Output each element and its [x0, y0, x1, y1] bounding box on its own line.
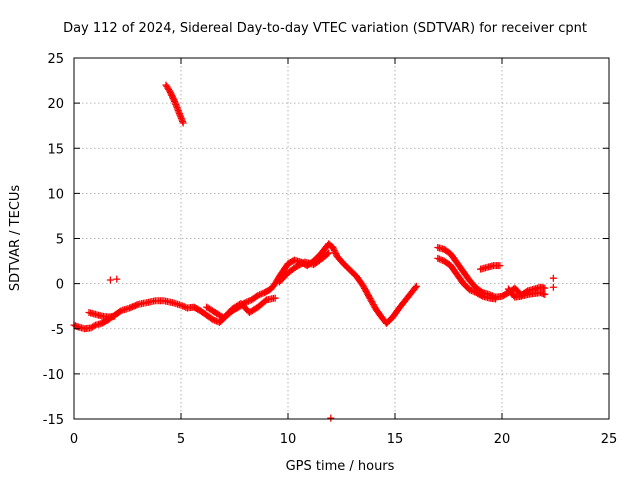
marker-segment-19-20h — [496, 262, 504, 270]
y-axis-title: SDTVAR / TECUs — [8, 185, 23, 292]
marker-track-10-12h — [325, 249, 333, 257]
y-tick-label: 5 — [56, 233, 64, 248]
marker-main-track — [244, 297, 252, 305]
x-axis-title: GPS time / hours — [286, 459, 395, 474]
marker-main-track — [90, 322, 98, 330]
data-marks — [70, 81, 557, 422]
marker-main-track — [256, 291, 264, 299]
x-tick-labels: 0 5 10 15 20 25 — [70, 432, 617, 447]
marker-track-6-10h — [271, 294, 279, 302]
marker-segment-17-20h — [469, 287, 477, 295]
marker-segment-18-22h — [541, 284, 549, 292]
marker-main-track — [331, 248, 339, 256]
marker-segment-17-20h — [434, 254, 442, 262]
marker-main-track — [329, 244, 337, 252]
marker-main-track — [179, 302, 187, 310]
marker-main-track — [332, 250, 340, 258]
marker-isolated-points — [549, 283, 557, 291]
marker-main-track — [411, 284, 419, 292]
x-tick-label: 20 — [494, 432, 511, 447]
marker-segment-20-22h — [541, 290, 549, 298]
y-tick-label: 25 — [47, 52, 64, 67]
x-tick-label: 15 — [387, 432, 404, 447]
marker-segment-4-5h-high — [179, 119, 187, 127]
y-tick-label: 15 — [47, 142, 64, 157]
marker-main-track — [211, 316, 219, 324]
y-tick-label: 10 — [47, 187, 64, 202]
y-tick-labels: -15 -10 -5 0 5 10 15 20 25 — [43, 52, 64, 428]
marker-main-track — [254, 291, 262, 299]
marker-main-track — [330, 247, 338, 255]
marker-isolated-points — [327, 414, 335, 422]
marker-track-0-2h — [111, 312, 119, 320]
y-tick-label: -15 — [43, 413, 64, 428]
x-tick-label: 5 — [177, 432, 185, 447]
marker-main-track — [180, 303, 188, 311]
marker-segment-4-5h-high — [168, 91, 176, 99]
marker-isolated-points — [549, 274, 557, 282]
marker-segment-4-5h-high — [169, 94, 177, 102]
marker-main-track — [116, 308, 124, 316]
marker-main-track — [243, 298, 251, 306]
marker-segment-4-5h-high — [166, 88, 174, 96]
marker-segment-4-5h-high — [170, 96, 178, 104]
marker-segment-4-5h-high — [168, 93, 176, 101]
marker-segment-17-20h — [466, 286, 474, 294]
ticks — [73, 57, 610, 420]
marker-isolated-points — [106, 276, 114, 284]
y-tick-label: -5 — [51, 323, 64, 338]
x-tick-label: 25 — [601, 432, 618, 447]
x-tick-label: 10 — [280, 432, 297, 447]
marker-isolated-points — [113, 275, 121, 283]
chart-title: Day 112 of 2024, Sidereal Day-to-day VTE… — [63, 21, 587, 36]
y-tick-label: 20 — [47, 97, 64, 112]
marker-segment-17-20h — [492, 295, 500, 303]
y-tick-label: 0 — [56, 278, 64, 293]
grid — [74, 58, 609, 419]
marker-segment-17-20h — [437, 256, 445, 264]
marker-main-track — [257, 290, 265, 298]
marker-segment-17-20h — [468, 287, 476, 295]
y-tick-label: -10 — [43, 368, 64, 383]
marker-main-track — [177, 301, 185, 309]
marker-track-10-12h — [323, 250, 331, 258]
marker-main-track — [209, 316, 217, 324]
marker-segment-17-20h — [435, 255, 443, 263]
marker-main-track — [330, 245, 338, 253]
x-tick-label: 0 — [70, 432, 78, 447]
marker-main-track — [412, 282, 420, 290]
marker-segment-4-5h-high — [167, 90, 175, 98]
